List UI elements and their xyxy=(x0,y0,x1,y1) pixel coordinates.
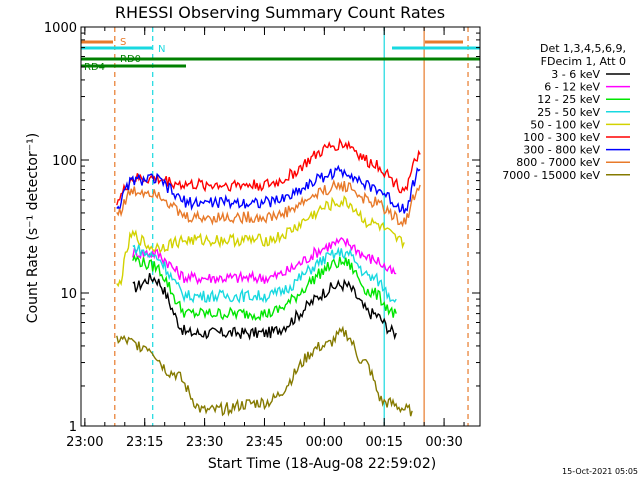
x-tick-label: 23:15 xyxy=(126,435,163,450)
legend-entry-label: 800 - 7000 keV xyxy=(516,156,600,169)
chart-title: RHESSI Observing Summary Count Rates xyxy=(115,3,445,22)
series-line-9 xyxy=(116,325,413,417)
series-line-8 xyxy=(116,178,421,228)
x-tick-label: 00:30 xyxy=(425,435,462,450)
tick-labels: 23:00 23:15 23:30 23:45 00:00 00:15 00:30 1 10 10… xyxy=(44,21,463,450)
series-line-4 xyxy=(132,244,397,304)
y-tick-label: 1 xyxy=(69,420,77,435)
legend: Det 1,3,4,5,6,9, FDecim 1, Att 0 3 - 6 k… xyxy=(502,42,630,182)
x-tick-label: 23:00 xyxy=(66,435,103,450)
legend-entry-label: 25 - 50 keV xyxy=(537,106,600,119)
saa-flag-label: S xyxy=(120,37,126,48)
flag-bars xyxy=(81,40,480,68)
y-tick-label: 10 xyxy=(60,287,77,302)
x-tick-label: 00:00 xyxy=(306,435,343,450)
legend-header-line-1: Det 1,3,4,5,6,9, xyxy=(540,42,626,55)
series-line-2 xyxy=(132,237,397,286)
series-line-3 xyxy=(132,253,397,322)
legend-entry-label: 7000 - 15000 keV xyxy=(502,169,600,182)
series-line-6 xyxy=(116,137,421,206)
legend-entry-label: 100 - 300 keV xyxy=(523,131,600,144)
legend-header-line-2: FDecim 1, Att 0 xyxy=(541,55,626,68)
y-tick-label: 1000 xyxy=(44,21,77,36)
rd4-flag-label: RD4 xyxy=(84,62,105,73)
y-axis-label: Count Rate (s⁻¹ detector⁻¹) xyxy=(25,133,41,323)
night-flag-label: N xyxy=(158,44,165,55)
series-lines xyxy=(116,137,421,417)
axis-ticks xyxy=(81,26,480,427)
vertical-markers xyxy=(114,27,469,426)
rd0-flag-label: RD0 xyxy=(120,54,141,65)
legend-entry-label: 300 - 800 keV xyxy=(523,144,600,157)
plot-area: S N RD0 RD4 xyxy=(81,27,480,426)
legend-entry-label: 12 - 25 keV xyxy=(537,93,600,106)
x-axis-label: Start Time (18-Aug-08 22:59:02) xyxy=(208,456,436,472)
x-tick-label: 23:30 xyxy=(186,435,223,450)
x-tick-label: 23:45 xyxy=(246,435,283,450)
series-line-7 xyxy=(116,164,421,214)
y-tick-label: 100 xyxy=(52,154,77,169)
legend-entry-label: 3 - 6 keV xyxy=(551,68,600,81)
legend-entry-label: 6 - 12 keV xyxy=(544,81,600,94)
timestamp: 15-Oct-2021 05:05 xyxy=(562,467,638,476)
series-line-1 xyxy=(132,273,397,341)
series-line-5 xyxy=(116,195,405,288)
legend-entry-label: 50 - 100 keV xyxy=(530,118,600,131)
x-tick-label: 00:15 xyxy=(365,435,402,450)
plot-frame xyxy=(80,26,481,427)
